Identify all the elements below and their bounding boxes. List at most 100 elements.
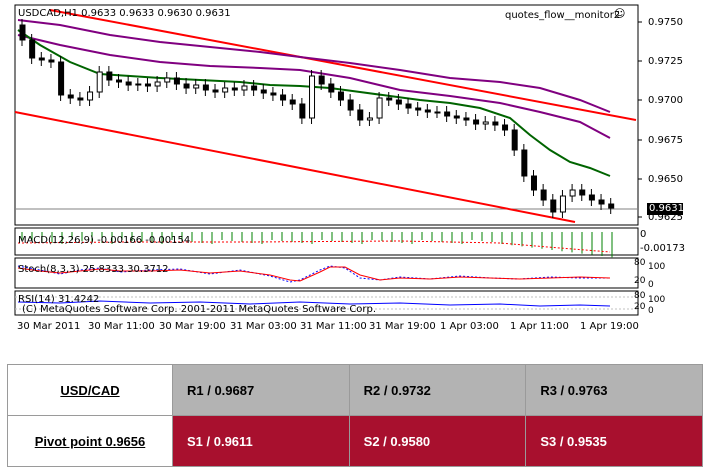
candle-body	[222, 87, 229, 93]
candle-body	[444, 111, 451, 117]
time-tick: 1 Apr 11:00	[510, 321, 569, 332]
candle-body	[424, 109, 431, 113]
candle-body	[608, 203, 615, 209]
candle-body	[280, 94, 287, 101]
candle-body	[241, 85, 248, 91]
candle-body	[96, 71, 103, 93]
rsi-tick: 20	[634, 302, 646, 312]
rsi-tick: 0	[648, 306, 654, 316]
candle-body	[58, 61, 65, 96]
s3-cell: S3 / 0.9535	[525, 415, 703, 467]
time-tick: 31 Mar 19:00	[369, 321, 436, 332]
time-tick: 30 Mar 2011	[17, 321, 81, 332]
candle-body	[106, 71, 113, 81]
candle-body	[154, 81, 161, 87]
candle-body	[559, 195, 566, 213]
time-tick: 30 Mar 19:00	[159, 321, 226, 332]
candle-body	[357, 109, 364, 121]
pivot-label: Pivot point 0.9656	[34, 433, 146, 449]
price-tick: 0.9700	[648, 95, 683, 106]
candle-body	[251, 85, 258, 91]
pair-cell: USD/CAD	[7, 364, 173, 416]
candle-body	[473, 119, 480, 125]
stoch-tick: 0	[648, 280, 654, 290]
rsi-tick: 100	[648, 295, 666, 305]
candle-body	[386, 97, 393, 101]
candle-body	[183, 83, 190, 89]
candle-body	[347, 99, 354, 111]
r3-cell: R3 / 0.9763	[525, 364, 703, 416]
candle-body	[38, 57, 45, 61]
candle-body	[202, 84, 209, 91]
lower-trendline	[14, 111, 576, 223]
candle-body	[19, 24, 26, 41]
rsi-label: RSI(14) 31.4242	[18, 294, 100, 305]
candle-body	[540, 189, 547, 201]
candle-body	[492, 121, 499, 126]
copyright-label: (C) MetaQuotes Software Corp. 2001-2011 …	[22, 304, 377, 315]
r1-cell: R1 / 0.9687	[172, 364, 350, 416]
stoch-tick: 100	[648, 262, 666, 272]
candle-body	[67, 94, 74, 99]
candle-body	[135, 83, 142, 86]
candle-body	[231, 87, 238, 91]
candle-body	[395, 99, 402, 105]
candle-body	[405, 103, 412, 109]
time-tick: 31 Mar 03:00	[230, 321, 297, 332]
support-row: Pivot point 0.9656 S1 / 0.9611 S2 / 0.95…	[7, 415, 703, 467]
ma-green	[17, 29, 611, 177]
candle-body	[588, 194, 595, 201]
expert-smiley-icon[interactable]: ☺	[614, 7, 626, 20]
s2-cell: S2 / 0.9580	[348, 415, 527, 467]
candle-body	[530, 175, 537, 191]
candle-body	[511, 129, 518, 151]
candle-body	[193, 84, 200, 89]
candle-body	[29, 39, 36, 59]
candle-body	[260, 89, 267, 94]
candle-body	[598, 199, 605, 205]
ma-purple-slow	[17, 19, 611, 113]
stoch-tick: 20	[634, 276, 646, 286]
macd-tick: 0	[640, 229, 647, 240]
candle-body	[328, 83, 335, 93]
candle-body	[87, 91, 94, 101]
expert-label: quotes_flow__monitor2	[505, 10, 621, 21]
candle-body	[550, 199, 557, 213]
candle-body	[434, 111, 441, 114]
candle-body	[164, 77, 171, 83]
chart-terminal[interactable]: USDCAD,H1 0.9633 0.9633 0.9630 0.9631 qu…	[0, 0, 717, 345]
candle-body	[453, 115, 460, 119]
candle-body	[482, 121, 489, 125]
candle-body	[289, 99, 296, 105]
resistance-row: USD/CAD R1 / 0.9687 R2 / 0.9732 R3 / 0.9…	[7, 364, 703, 416]
rsi-line	[17, 300, 611, 307]
candle-body	[318, 75, 325, 85]
candle-body	[502, 124, 509, 131]
r2-cell: R2 / 0.9732	[348, 364, 527, 416]
candle-body	[299, 103, 306, 119]
chart-canvas	[14, 4, 642, 316]
pair-label: USD/CAD	[60, 382, 120, 398]
candle-body	[521, 149, 528, 177]
macd-histogram	[21, 232, 613, 258]
candle-body	[569, 189, 576, 197]
candle-body	[212, 89, 219, 93]
stoch-tick: 80	[634, 258, 646, 268]
current-price-badge: 0.9631	[647, 203, 684, 215]
pivot-cell: Pivot point 0.9656	[7, 415, 173, 467]
candle-body	[366, 117, 373, 121]
price-tick: 0.9650	[648, 174, 683, 185]
pivot-table: USD/CAD R1 / 0.9687 R2 / 0.9732 R3 / 0.9…	[7, 364, 703, 467]
candlestick-series	[19, 19, 615, 218]
candle-body	[579, 189, 586, 196]
time-tick: 30 Mar 11:00	[88, 321, 155, 332]
candle-body	[270, 92, 277, 96]
candle-body	[77, 97, 84, 101]
time-tick: 1 Apr 03:00	[440, 321, 499, 332]
stoch-window-frame	[14, 257, 639, 289]
rsi-tick: 80	[634, 291, 646, 301]
candle-body	[173, 77, 180, 85]
candle-body	[463, 117, 470, 121]
candle-body	[144, 83, 151, 87]
candle-body	[116, 79, 123, 83]
